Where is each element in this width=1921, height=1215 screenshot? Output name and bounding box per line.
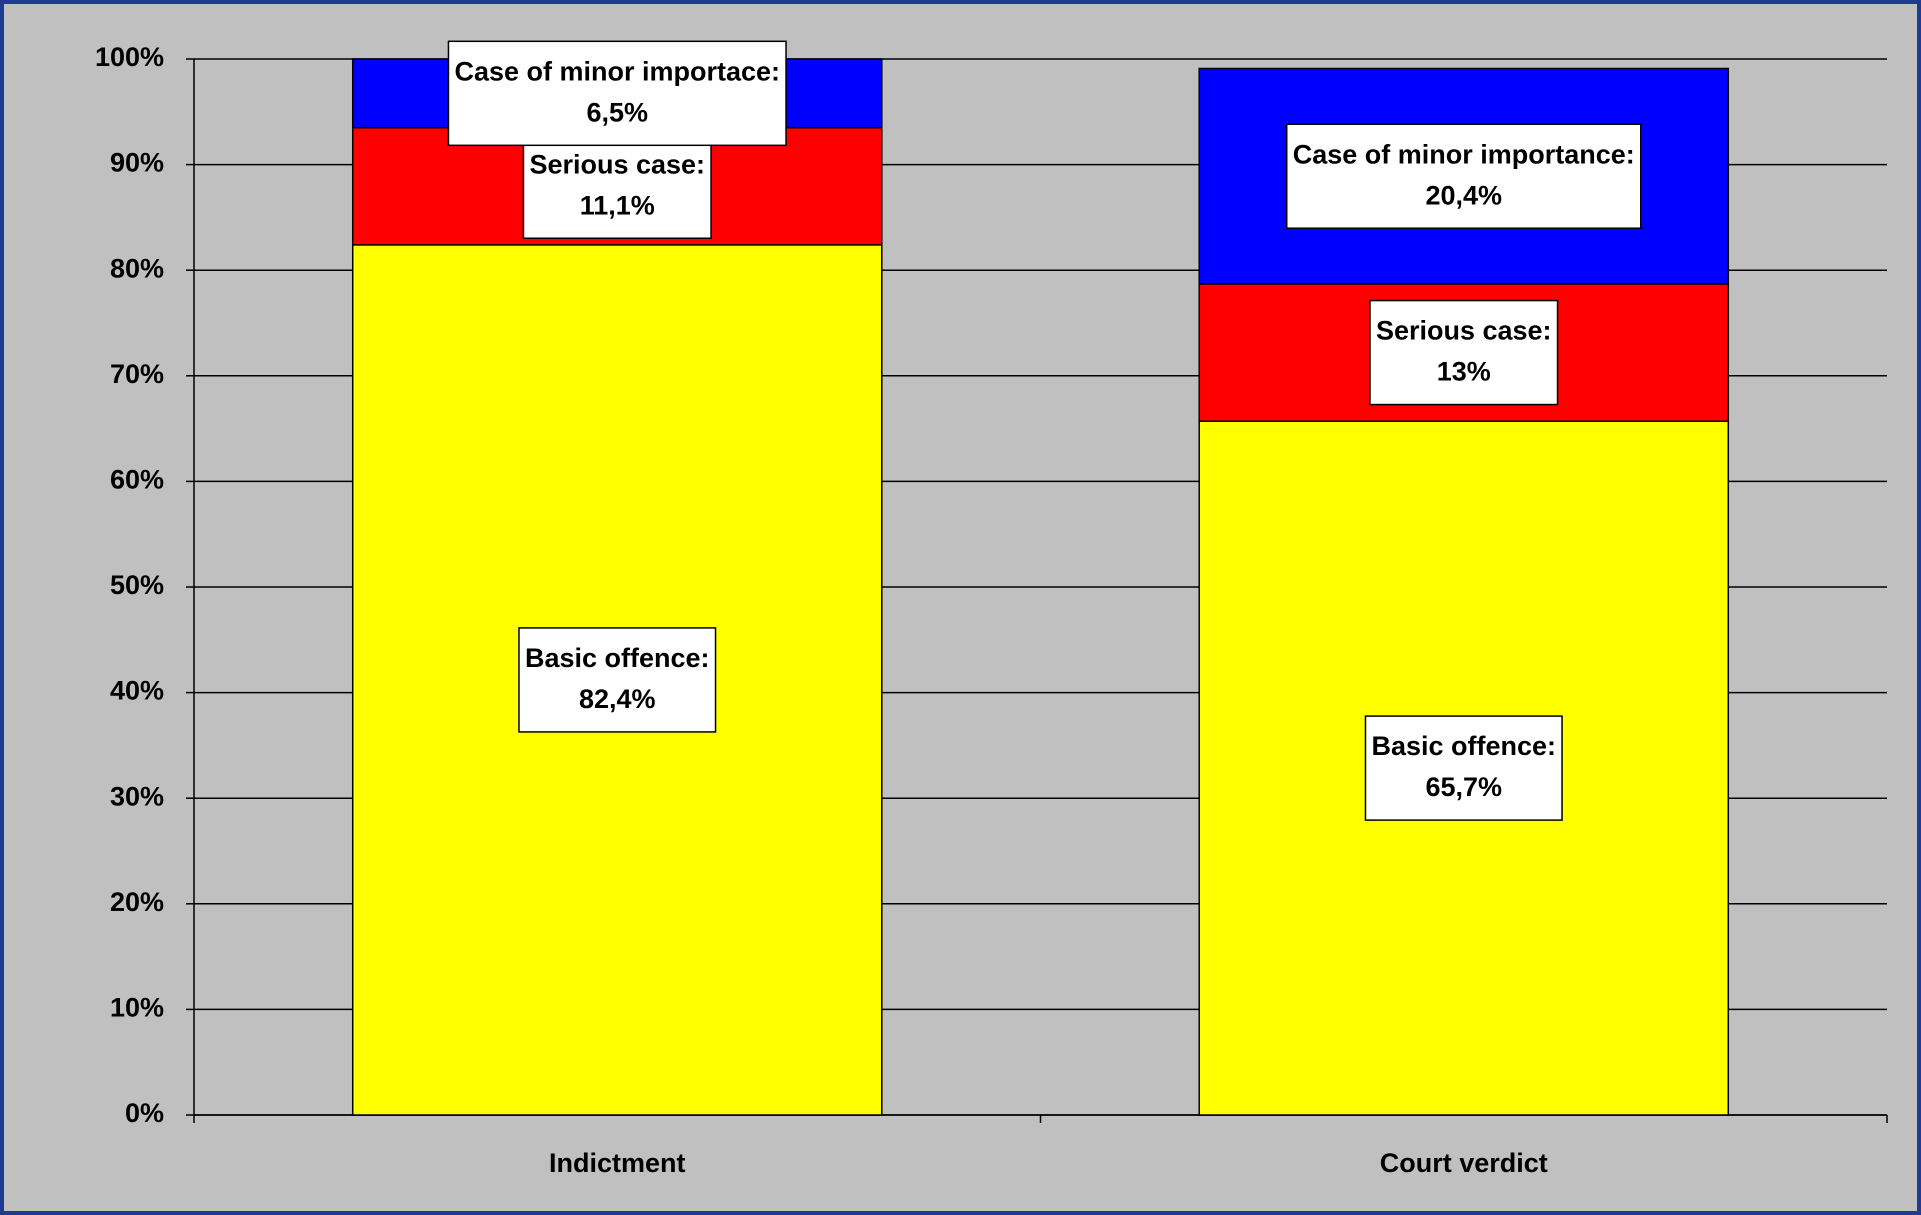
y-tick-label: 80% <box>110 253 164 283</box>
y-tick-label: 30% <box>110 781 164 811</box>
data-label-box <box>522 133 712 239</box>
data-label-value: 20,4% <box>1425 180 1502 210</box>
data-label-box <box>518 627 717 733</box>
data-label: Case of minor importance: 20,4% <box>1285 123 1642 229</box>
y-tick-label: 90% <box>110 148 164 178</box>
y-tick-label: 70% <box>110 359 164 389</box>
data-label-value: 6,5% <box>586 97 648 127</box>
x-tick-label: Indictment <box>549 1148 686 1178</box>
data-label-value: 82,4% <box>579 684 656 714</box>
data-label-box <box>1364 715 1563 821</box>
data-label: Serious case: 13% <box>1369 299 1559 406</box>
data-label-title: Serious case: <box>529 149 705 179</box>
data-label-value: 11,1% <box>580 190 655 220</box>
data-label-box <box>1369 299 1559 406</box>
data-label: Case of minor importace: 6,5% <box>447 40 787 147</box>
y-tick-label: 40% <box>110 676 164 706</box>
data-label: Serious case: 11,1% <box>522 133 712 239</box>
data-label-value: 65,7% <box>1425 772 1502 802</box>
data-label: Basic offence: 65,7% <box>1364 715 1563 821</box>
data-label-title: Basic offence: <box>525 643 710 673</box>
y-tick-label: 20% <box>110 887 164 917</box>
y-tick-label: 10% <box>110 993 164 1023</box>
data-label-title: Case of minor importace: <box>454 56 780 86</box>
y-tick-label: 60% <box>110 465 164 495</box>
data-label-value: 13% <box>1437 357 1491 387</box>
data-label-title: Case of minor importance: <box>1293 139 1635 169</box>
data-label-title: Basic offence: <box>1371 731 1556 761</box>
x-tick-label: Court verdict <box>1380 1148 1548 1178</box>
data-label-box <box>447 40 787 147</box>
y-tick-label: 100% <box>95 42 164 72</box>
data-label-box <box>1285 123 1642 229</box>
y-tick-label: 0% <box>125 1098 164 1128</box>
data-label: Basic offence: 82,4% <box>518 627 717 733</box>
data-label-title: Serious case: <box>1376 316 1552 346</box>
y-tick-label: 50% <box>110 570 164 600</box>
